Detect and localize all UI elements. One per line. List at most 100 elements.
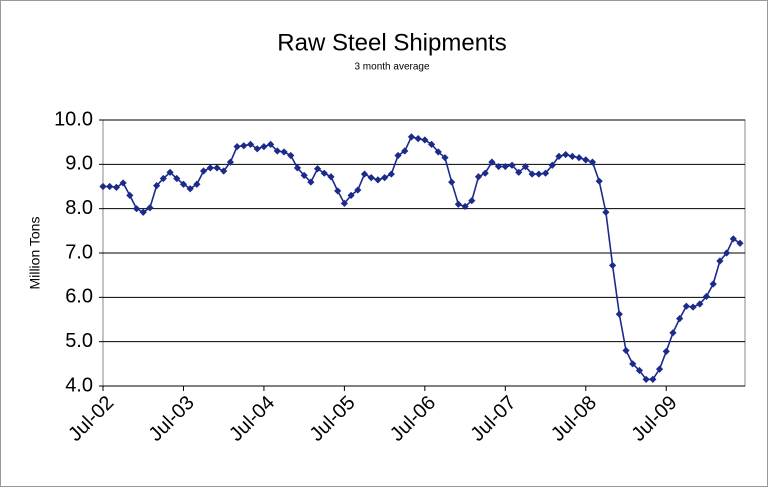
data-point [588,158,597,166]
data-point [582,156,590,164]
data-point [199,167,208,175]
data-point [528,170,536,178]
data-point [716,257,724,265]
data-point [280,148,288,156]
data-point [562,150,570,159]
data-point [273,147,281,155]
data-point [159,174,167,183]
data-point [347,191,355,199]
data-point [722,249,731,257]
data-point [166,168,174,176]
data-point [233,143,241,151]
data-point [535,170,543,178]
data-point [669,329,677,337]
data-point [99,182,107,191]
data-point [568,152,576,160]
data-point [602,208,610,216]
data-point [179,180,188,188]
data-point [495,162,503,171]
data-point [112,183,121,191]
data-point [267,140,275,148]
data-point [407,133,416,141]
data-point [689,303,697,311]
data-point [615,310,623,318]
data-point [313,165,322,173]
data-point [595,177,603,185]
data-point [126,191,134,199]
data-point [146,204,154,212]
data-point [696,300,704,308]
data-point [394,151,402,160]
data-point [307,178,315,186]
y-tick-label: 5.0 [65,330,93,352]
data-point [662,347,670,356]
data-point [655,365,664,373]
data-point [508,161,516,169]
data-point [367,174,375,182]
data-point [153,182,161,190]
data-point [702,292,711,301]
data-point [360,170,369,178]
data-point [220,167,228,175]
data-point [709,280,717,288]
data-point [106,182,114,191]
data-point [300,171,308,180]
data-point [186,185,194,193]
data-point [441,154,449,162]
data-point [193,180,201,188]
data-point [548,161,556,169]
data-point [729,235,737,243]
data-point [226,158,234,166]
data-point [246,140,255,148]
data-point [635,366,644,375]
data-point [521,162,530,171]
data-point [555,152,563,160]
y-axis-label: Million Tons [27,217,43,290]
data-point [387,170,395,178]
data-point [287,151,295,160]
data-point [401,147,409,155]
data-point [374,176,382,184]
data-point [501,162,509,171]
data-point [488,158,496,166]
data-point [119,179,127,187]
data-point [334,187,342,195]
data-point [454,200,462,208]
data-point [293,164,302,172]
data-point [421,136,429,144]
data-point [541,169,550,177]
data-point [649,375,657,383]
data-point [427,140,436,148]
data-point [434,148,442,156]
data-point [173,174,181,183]
data-point [253,145,261,153]
data-point [132,205,141,213]
data-point [481,169,489,177]
data-point [622,346,630,355]
chart-title: Raw Steel Shipments [277,29,506,56]
data-point [206,164,214,172]
data-point [213,164,221,172]
data-point [461,202,469,211]
data-point [474,173,483,181]
data-point [609,261,617,270]
data-point [575,154,583,162]
data-point [414,135,422,143]
y-tick-label: 6.0 [65,286,93,308]
data-point [642,375,650,383]
data-point [468,197,476,205]
data-point [515,168,523,176]
y-tick-label: 10.0 [54,108,93,130]
data-point [682,302,690,310]
data-point [629,360,637,368]
data-point [240,142,248,150]
y-tick-label: 9.0 [65,153,93,175]
y-tick-label: 7.0 [65,241,93,263]
data-point [320,169,328,177]
y-tick-label: 4.0 [65,374,93,396]
data-point [327,173,335,181]
data-point [381,174,389,182]
y-tick-label: 8.0 [65,197,93,219]
